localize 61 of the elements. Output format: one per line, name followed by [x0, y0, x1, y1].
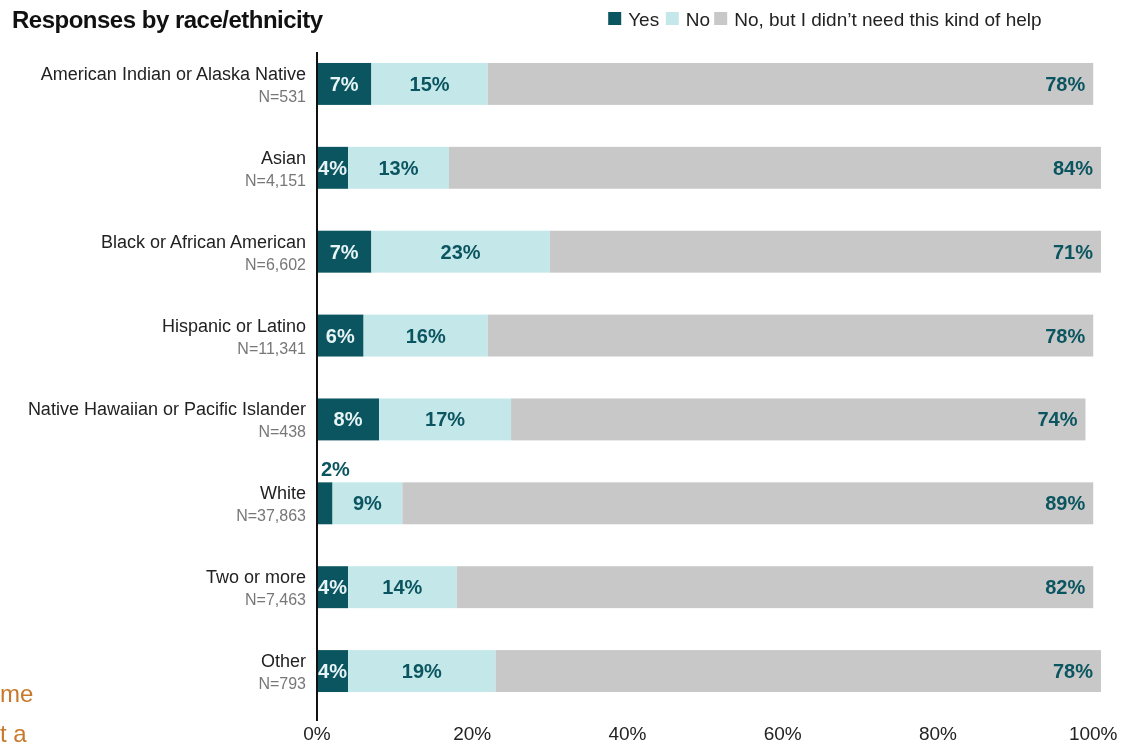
bar	[487, 314, 1094, 357]
bar	[495, 650, 1101, 693]
data-label: 19%	[401, 660, 443, 683]
chart-title: Responses by race/ethnicity	[12, 6, 324, 33]
data-label: 6%	[325, 324, 355, 347]
bar	[456, 566, 1094, 609]
bar	[487, 62, 1094, 105]
bar	[549, 230, 1101, 273]
bar	[317, 482, 333, 525]
data-label: 82%	[1045, 576, 1086, 599]
data-label: 7%	[329, 240, 359, 263]
x-tick-label: 0%	[303, 723, 331, 744]
bar	[332, 482, 403, 525]
y-tick-label: American Indian or Alaska Native N=531	[40, 63, 307, 105]
bar	[379, 398, 512, 441]
data-label: 8%	[333, 408, 363, 431]
y-tick-label: Black or African American N=6,602	[100, 231, 307, 273]
data-label: 78%	[1045, 72, 1086, 95]
bar	[371, 62, 488, 105]
data-label: 17%	[425, 408, 466, 431]
legend-label: Yes	[628, 9, 660, 30]
data-label: 89%	[1045, 492, 1086, 515]
data-label: 23%	[440, 240, 481, 263]
x-tick-label: 80%	[918, 723, 958, 744]
y-tick-label: Other N=793	[258, 651, 307, 693]
data-label: 78%	[1052, 660, 1094, 683]
x-tick-label: 20%	[453, 723, 492, 744]
data-label: 14%	[382, 576, 423, 599]
x-tick-label: 60%	[763, 723, 802, 744]
data-label: 15%	[409, 72, 450, 95]
data-label: 84%	[1052, 156, 1094, 179]
bar	[348, 650, 496, 693]
data-label: 7%	[329, 72, 359, 95]
data-label: 16%	[405, 324, 446, 347]
data-label: 4%	[318, 156, 348, 179]
y-tick-label: Hispanic or Latino N=11,341	[161, 315, 307, 357]
y-tick-label: Two or more N=7,463	[205, 567, 307, 609]
y-tick-label: Native Hawaiian or Pacific Islander N=438	[27, 399, 307, 441]
bar	[348, 146, 449, 189]
bar	[371, 230, 550, 273]
bar	[363, 314, 488, 357]
legend-label: No	[685, 9, 711, 30]
data-label: 4%	[318, 660, 348, 683]
x-tick-label: 40%	[608, 723, 647, 744]
data-label: 9%	[353, 492, 383, 515]
y-tick-label: White N=37,863	[236, 483, 307, 525]
bar	[348, 566, 457, 609]
data-label: 4%	[318, 576, 348, 599]
y-tick-label: Asian N=4,151	[245, 147, 307, 189]
bar	[511, 398, 1086, 441]
data-label: 13%	[378, 156, 419, 179]
data-label: 2%	[321, 458, 351, 481]
bar	[448, 146, 1101, 189]
legend-label: No, but I didn’t need this kind of help	[734, 9, 1042, 30]
bar	[402, 482, 1094, 525]
x-tick-label: 100%	[1068, 723, 1118, 744]
data-label: 78%	[1045, 324, 1086, 347]
data-label: 71%	[1052, 240, 1094, 263]
data-label: 74%	[1037, 408, 1078, 431]
text: me	[0, 680, 34, 707]
text: t a	[0, 720, 28, 744]
